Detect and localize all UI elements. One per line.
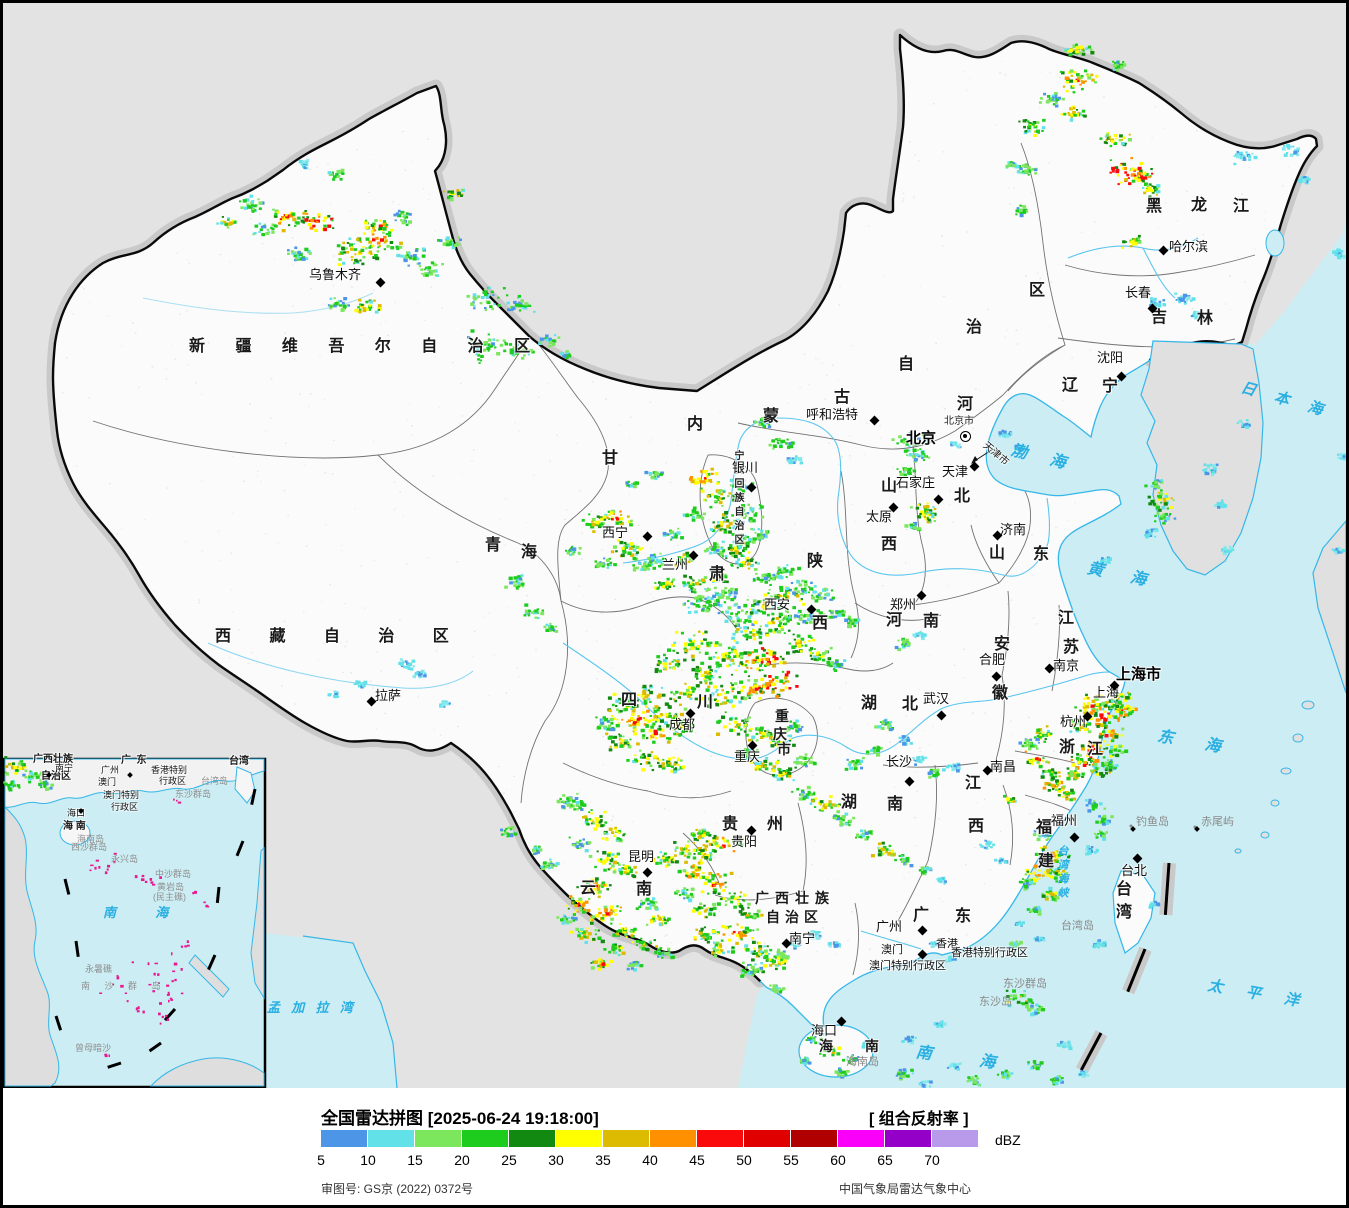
basemap-svg (3, 3, 1346, 1088)
colorbar-swatch (744, 1130, 790, 1147)
colorbar-swatch (603, 1130, 649, 1147)
colorbar-swatch (932, 1130, 978, 1147)
reflectivity-colorbar (321, 1130, 979, 1147)
national-border (51, 33, 1319, 983)
agency-name: 中国气象局雷达气象中心 (839, 1182, 972, 1196)
inset-map (3, 757, 267, 1088)
colorbar-tick: 45 (689, 1152, 705, 1168)
rivers (142, 237, 1199, 950)
colorbar-swatch (415, 1130, 461, 1147)
colorbar-tick: 50 (736, 1152, 752, 1168)
colorbar-ticks: 5 10 15 20 25 30 35 40 45 50 55 60 65 70 (3, 1152, 1346, 1168)
colorbar-tick: 55 (783, 1152, 799, 1168)
colorbar-tick: 40 (642, 1152, 658, 1168)
taiwan-island (1112, 870, 1156, 954)
colorbar-swatch (697, 1130, 743, 1147)
colorbar-swatch (509, 1130, 555, 1147)
colorbar-swatch (791, 1130, 837, 1147)
hainan-island (798, 1024, 874, 1078)
colorbar-tick: 15 (407, 1152, 423, 1168)
map-approval-number: 审图号: GS京 (2022) 0372号 (321, 1182, 474, 1196)
colorbar-tick: 35 (595, 1152, 611, 1168)
colorbar-swatch (321, 1130, 367, 1147)
china-radar-map: 新 疆 维 吾 尔 自 治 区西 藏 自 治 区青海甘肃内蒙古自治区黑龙江吉林辽… (3, 3, 1346, 1088)
colorbar-tick: 25 (501, 1152, 517, 1168)
colorbar-swatch (368, 1130, 414, 1147)
colorbar-swatch (556, 1130, 602, 1147)
legend-title: 全国雷达拼图 [2025-06-24 19:18:00] (321, 1109, 599, 1128)
china-land (53, 35, 1317, 1037)
colorbar-swatch (885, 1130, 931, 1147)
colorbar-tick: 5 (317, 1152, 325, 1168)
nine-dash-lines (54, 788, 1176, 1074)
colorbar-tick: 30 (548, 1152, 564, 1168)
reef-symbols (89, 798, 210, 1058)
colorbar-tick: 10 (360, 1152, 376, 1168)
colorbar-swatch (650, 1130, 696, 1147)
legend-panel: 全国雷达拼图 [2025-06-24 19:18:00] [ 组合反射率 ] d… (3, 1088, 1346, 1205)
foreign-coasts (798, 229, 1346, 1078)
unit-label: dBZ (995, 1132, 1021, 1148)
province-borders (92, 142, 1256, 976)
china-coastline (759, 359, 1151, 1039)
colorbar-tick: 60 (830, 1152, 846, 1168)
product-label: [ 组合反射率 ] (869, 1111, 969, 1128)
colorbar-tick: 20 (454, 1152, 470, 1168)
colorbar-swatch (462, 1130, 508, 1147)
colorbar-swatch (838, 1130, 884, 1147)
radar-echoes (3, 43, 1346, 1088)
colorbar-tick: 70 (924, 1152, 940, 1168)
colorbar-tick: 65 (877, 1152, 893, 1168)
